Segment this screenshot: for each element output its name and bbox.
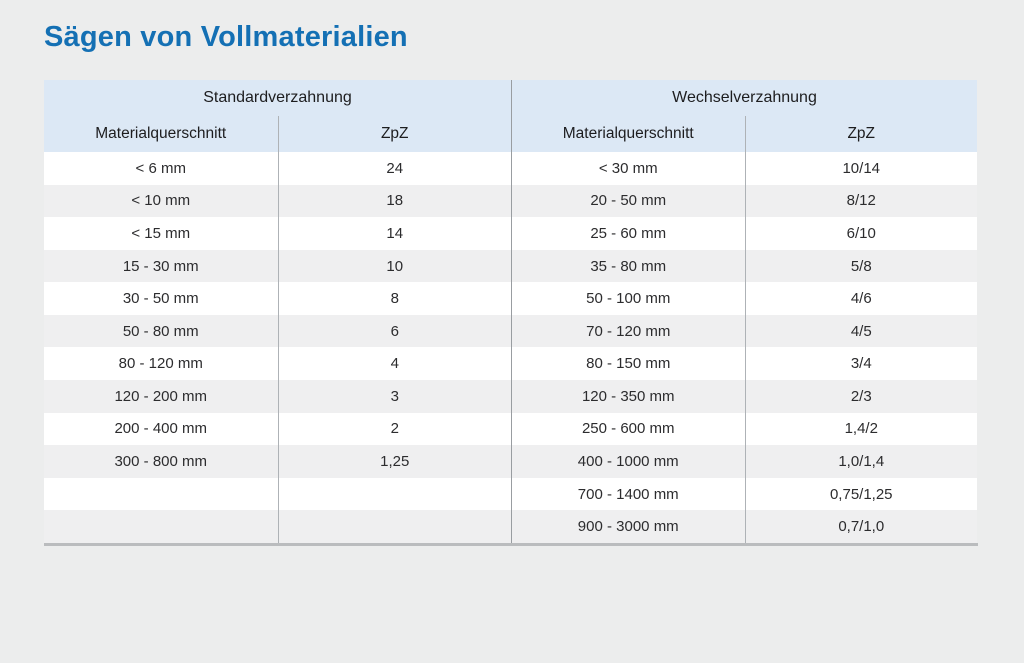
table-row: < 15 mm 14 bbox=[44, 217, 511, 250]
section-body: < 30 mm 10/14 20 - 50 mm 8/12 25 - 60 mm 6/… bbox=[512, 152, 977, 543]
material-cell: 70 - 120 mm bbox=[586, 322, 671, 340]
material-cell: 700 - 1400 mm bbox=[577, 485, 679, 503]
table-row: 900 - 3000 mm 0,7/1,0 bbox=[512, 510, 977, 543]
zpz-cell: 2 bbox=[277, 412, 512, 446]
material-cell: 120 - 350 mm bbox=[581, 387, 675, 405]
table-row: 50 - 80 mm 6 bbox=[44, 314, 512, 348]
section-body: < 6 mm 24 < 10 mm 18 < 15 mm 14 15 - 30 mm 1… bbox=[44, 152, 511, 543]
material-cell: 35 - 80 mm bbox=[590, 257, 667, 275]
material-cell: 300 - 800 mm bbox=[114, 452, 208, 470]
column-header-materialquerschnitt: Materialquerschnitt bbox=[562, 125, 694, 142]
zpz-cell: 1,0/1,4 bbox=[744, 445, 978, 478]
material-cell: 50 - 80 mm bbox=[122, 322, 199, 340]
zpz-cell: 3 bbox=[277, 380, 512, 413]
column-header-zpz: ZpZ bbox=[277, 116, 512, 152]
table-row: 15 - 30 mm 10 bbox=[44, 249, 512, 283]
material-cell: 400 - 1000 mm bbox=[577, 452, 679, 470]
material-cell: 30 - 50 mm bbox=[122, 290, 199, 308]
zpz-cell: 5/8 bbox=[744, 249, 978, 283]
tooth-pitch-table: Standardverzahnung Materialquerschnitt Z… bbox=[44, 80, 978, 546]
table-row: 20 - 50 mm 8/12 bbox=[512, 184, 978, 218]
table-row-empty bbox=[44, 510, 511, 543]
material-cell: 200 - 400 mm bbox=[114, 420, 208, 438]
section-standardverzahnung: Standardverzahnung Materialquerschnitt Z… bbox=[44, 80, 511, 543]
material-cell: < 30 mm bbox=[598, 159, 658, 177]
material-cell: 25 - 60 mm bbox=[590, 224, 667, 242]
material-cell: 15 - 30 mm bbox=[122, 257, 199, 275]
table-row: 200 - 400 mm 2 bbox=[44, 412, 512, 446]
zpz-cell: 24 bbox=[277, 152, 512, 185]
table-row: 80 - 120 mm 4 bbox=[44, 347, 512, 381]
zpz-cell: 10/14 bbox=[744, 152, 978, 185]
zpz-cell: 4/6 bbox=[744, 282, 978, 315]
material-cell: 250 - 600 mm bbox=[581, 420, 675, 438]
material-cell: 50 - 100 mm bbox=[586, 290, 671, 308]
table-row: 250 - 600 mm 1,4/2 bbox=[512, 412, 978, 446]
material-cell: < 15 mm bbox=[131, 224, 191, 242]
zpz-cell: 18 bbox=[277, 184, 512, 218]
zpz-cell: 1,4/2 bbox=[744, 412, 978, 446]
table-row: < 6 mm 24 bbox=[44, 152, 511, 185]
table-row: 80 - 150 mm 3/4 bbox=[512, 347, 978, 381]
zpz-cell: 14 bbox=[277, 217, 512, 250]
zpz-cell: 4 bbox=[277, 347, 512, 381]
table-row: 120 - 350 mm 2/3 bbox=[512, 380, 977, 413]
table-row: 700 - 1400 mm 0,75/1,25 bbox=[512, 477, 978, 511]
zpz-cell: 8 bbox=[277, 282, 512, 315]
table-row: 25 - 60 mm 6/10 bbox=[512, 217, 977, 250]
table-row: 120 - 200 mm 3 bbox=[44, 380, 511, 413]
material-cell: 80 - 120 mm bbox=[118, 355, 203, 373]
material-cell: < 10 mm bbox=[131, 192, 191, 210]
section-title: Wechselverzahnung bbox=[512, 80, 977, 116]
table-row-empty bbox=[44, 477, 512, 511]
material-cell: 80 - 150 mm bbox=[586, 355, 671, 373]
page-title: Sägen von Vollmaterialien bbox=[44, 21, 408, 53]
column-header-row: Materialquerschnitt ZpZ bbox=[512, 116, 977, 152]
table-row: 35 - 80 mm 5/8 bbox=[512, 249, 978, 283]
material-cell: < 6 mm bbox=[135, 159, 186, 177]
zpz-cell: 0,75/1,25 bbox=[744, 477, 978, 511]
section-wechselverzahnung: Wechselverzahnung Materialquerschnitt Zp… bbox=[511, 80, 977, 543]
zpz-cell: 2/3 bbox=[744, 380, 978, 413]
zpz-cell: 0,7/1,0 bbox=[744, 510, 978, 543]
zpz-cell: 6/10 bbox=[744, 217, 978, 250]
table-row: 70 - 120 mm 4/5 bbox=[512, 314, 978, 348]
column-header-zpz: ZpZ bbox=[744, 116, 978, 152]
material-cell bbox=[44, 478, 278, 511]
table-row: < 10 mm 18 bbox=[44, 184, 512, 218]
zpz-cell bbox=[277, 510, 512, 543]
zpz-cell: 1,25 bbox=[277, 445, 512, 478]
zpz-cell: 6 bbox=[277, 314, 512, 348]
material-cell bbox=[44, 510, 278, 543]
zpz-cell: 4/5 bbox=[744, 314, 978, 348]
section-title: Standardverzahnung bbox=[44, 80, 511, 116]
column-header-row: Materialquerschnitt ZpZ bbox=[44, 116, 511, 152]
material-cell: 20 - 50 mm bbox=[590, 192, 667, 210]
material-cell: 900 - 3000 mm bbox=[577, 518, 679, 536]
table-row: 300 - 800 mm 1,25 bbox=[44, 445, 511, 478]
material-cell: 120 - 200 mm bbox=[114, 387, 208, 405]
zpz-cell: 10 bbox=[277, 249, 512, 283]
table-row: 400 - 1000 mm 1,0/1,4 bbox=[512, 445, 977, 478]
zpz-cell: 3/4 bbox=[744, 347, 978, 381]
table-row: 30 - 50 mm 8 bbox=[44, 282, 511, 315]
zpz-cell: 8/12 bbox=[744, 184, 978, 218]
zpz-cell bbox=[277, 477, 512, 511]
table-row: < 30 mm 10/14 bbox=[512, 152, 977, 185]
table-row: 50 - 100 mm 4/6 bbox=[512, 282, 977, 315]
column-header-materialquerschnitt: Materialquerschnitt bbox=[95, 125, 227, 142]
